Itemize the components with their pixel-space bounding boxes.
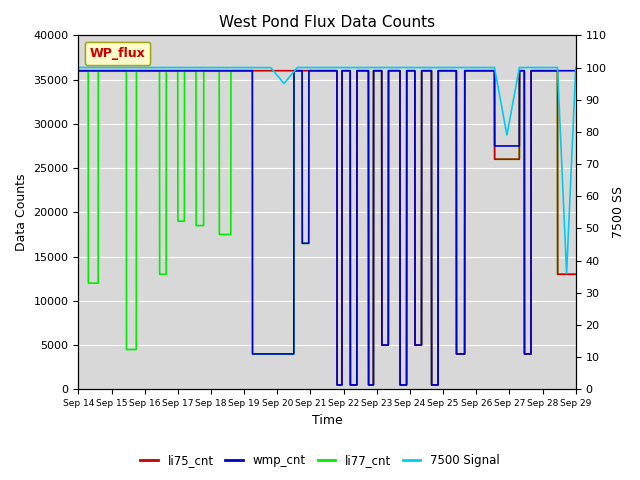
7500 Signal (75, 65, 83, 71)
li77_cnt (572, 271, 580, 277)
X-axis label: Time: Time (312, 414, 342, 427)
7500 Signal (562, 255, 570, 261)
li75_cnt (131, 68, 139, 73)
wmp_cnt (287, 351, 294, 357)
Line: 7500 Signal: 7500 Signal (79, 68, 576, 274)
Title: West Pond Flux Data Counts: West Pond Flux Data Counts (219, 15, 435, 30)
wmp_cnt (563, 68, 570, 73)
7500 Signal (161, 65, 168, 71)
wmp_cnt (333, 382, 341, 388)
wmp_cnt (509, 143, 516, 149)
li75_cnt (161, 68, 168, 73)
li75_cnt (563, 271, 570, 277)
li77_cnt (563, 271, 570, 277)
Line: li75_cnt: li75_cnt (79, 71, 576, 385)
7500 Signal (131, 65, 139, 71)
li75_cnt (333, 382, 341, 388)
Y-axis label: 7500 SS: 7500 SS (612, 186, 625, 239)
7500 Signal (287, 72, 294, 78)
li77_cnt (287, 351, 294, 357)
li77_cnt (265, 351, 273, 357)
7500 Signal (572, 65, 580, 71)
wmp_cnt (131, 68, 139, 73)
li75_cnt (287, 68, 294, 73)
7500 Signal (509, 103, 516, 108)
li77_cnt (131, 347, 139, 352)
li75_cnt (572, 271, 580, 277)
Legend: WP_flux: WP_flux (84, 42, 150, 65)
li77_cnt (509, 156, 516, 162)
7500 Signal (563, 271, 570, 276)
li77_cnt (75, 68, 83, 73)
7500 Signal (265, 65, 273, 71)
Line: wmp_cnt: wmp_cnt (79, 71, 576, 385)
wmp_cnt (161, 68, 168, 73)
Line: li77_cnt: li77_cnt (79, 71, 576, 385)
li77_cnt (161, 271, 168, 277)
li75_cnt (509, 156, 516, 162)
li75_cnt (75, 68, 83, 73)
wmp_cnt (265, 351, 273, 357)
li77_cnt (333, 382, 341, 388)
Legend: li75_cnt, wmp_cnt, li77_cnt, 7500 Signal: li75_cnt, wmp_cnt, li77_cnt, 7500 Signal (136, 449, 504, 472)
wmp_cnt (75, 68, 83, 73)
Y-axis label: Data Counts: Data Counts (15, 174, 28, 251)
li75_cnt (265, 68, 273, 73)
wmp_cnt (572, 68, 580, 73)
